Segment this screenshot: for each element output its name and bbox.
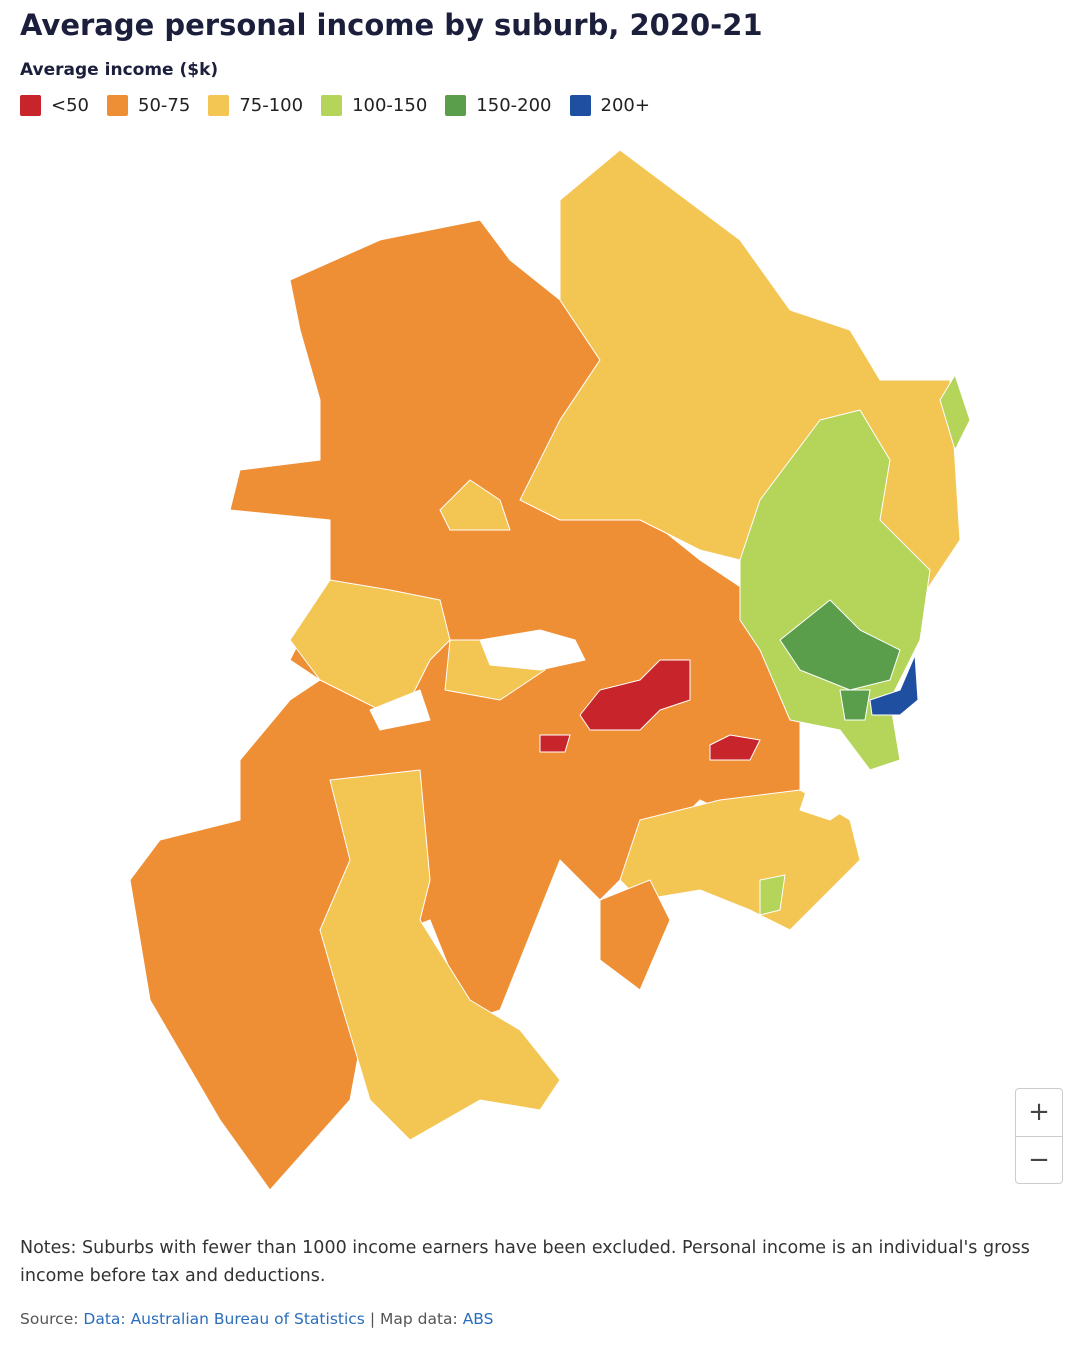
- legend-label: <50: [51, 95, 89, 116]
- region: [289, 579, 451, 721]
- zoom-out[interactable]: −: [1016, 1136, 1062, 1184]
- water: [799, 759, 861, 821]
- water: [369, 689, 431, 731]
- legend-swatch: [208, 95, 230, 116]
- region: [779, 599, 901, 691]
- region: [939, 374, 971, 451]
- region: [709, 734, 761, 761]
- legend-title: Average income ($k): [20, 60, 219, 80]
- region: [319, 769, 561, 1141]
- legend-label: 200+: [600, 95, 650, 116]
- legend-item: 150-200: [445, 95, 552, 116]
- region: [869, 654, 919, 716]
- source-link[interactable]: Data: Australian Bureau of Statistics: [83, 1310, 365, 1328]
- region: [839, 689, 871, 721]
- legend-label: 50-75: [138, 95, 191, 116]
- map-data-link[interactable]: ABS: [462, 1310, 494, 1328]
- region: [579, 659, 691, 731]
- map-data-label: Map data:: [379, 1310, 458, 1328]
- zoom-control: + −: [1015, 1088, 1063, 1184]
- map: [129, 149, 971, 1191]
- region: [539, 734, 571, 753]
- legend-swatch: [107, 95, 128, 116]
- zoom-in[interactable]: +: [1028, 1097, 1050, 1127]
- legend-swatch: [321, 95, 343, 116]
- region: [599, 879, 671, 991]
- legend-item: 200+: [569, 95, 650, 116]
- legend-item: 100-150: [321, 95, 427, 116]
- separator: |: [369, 1310, 376, 1328]
- source-label: Source:: [20, 1310, 79, 1328]
- notes: Notes: Suburbs with fewer than 1000 inco…: [20, 1238, 1030, 1286]
- legend-label: 75-100: [239, 95, 304, 116]
- region: [759, 874, 786, 916]
- title: Average personal income by suburb, 2020-…: [20, 8, 763, 42]
- water: [479, 629, 586, 671]
- legend-swatch: [569, 95, 591, 116]
- legend-item: 50-75: [107, 95, 190, 116]
- legend-label: 150-200: [476, 95, 552, 116]
- legend-label: 100-150: [352, 95, 428, 116]
- legend: <50 50-75 75-100 100-150 150-200 200+: [20, 95, 650, 116]
- region: [439, 479, 511, 531]
- legend-item: <50: [20, 95, 89, 116]
- legend-swatch: [445, 95, 467, 116]
- source: Source: Data: Australian Bureau of Stati…: [20, 1310, 494, 1328]
- legend-swatch: [20, 95, 41, 116]
- legend-item: 75-100: [208, 95, 303, 116]
